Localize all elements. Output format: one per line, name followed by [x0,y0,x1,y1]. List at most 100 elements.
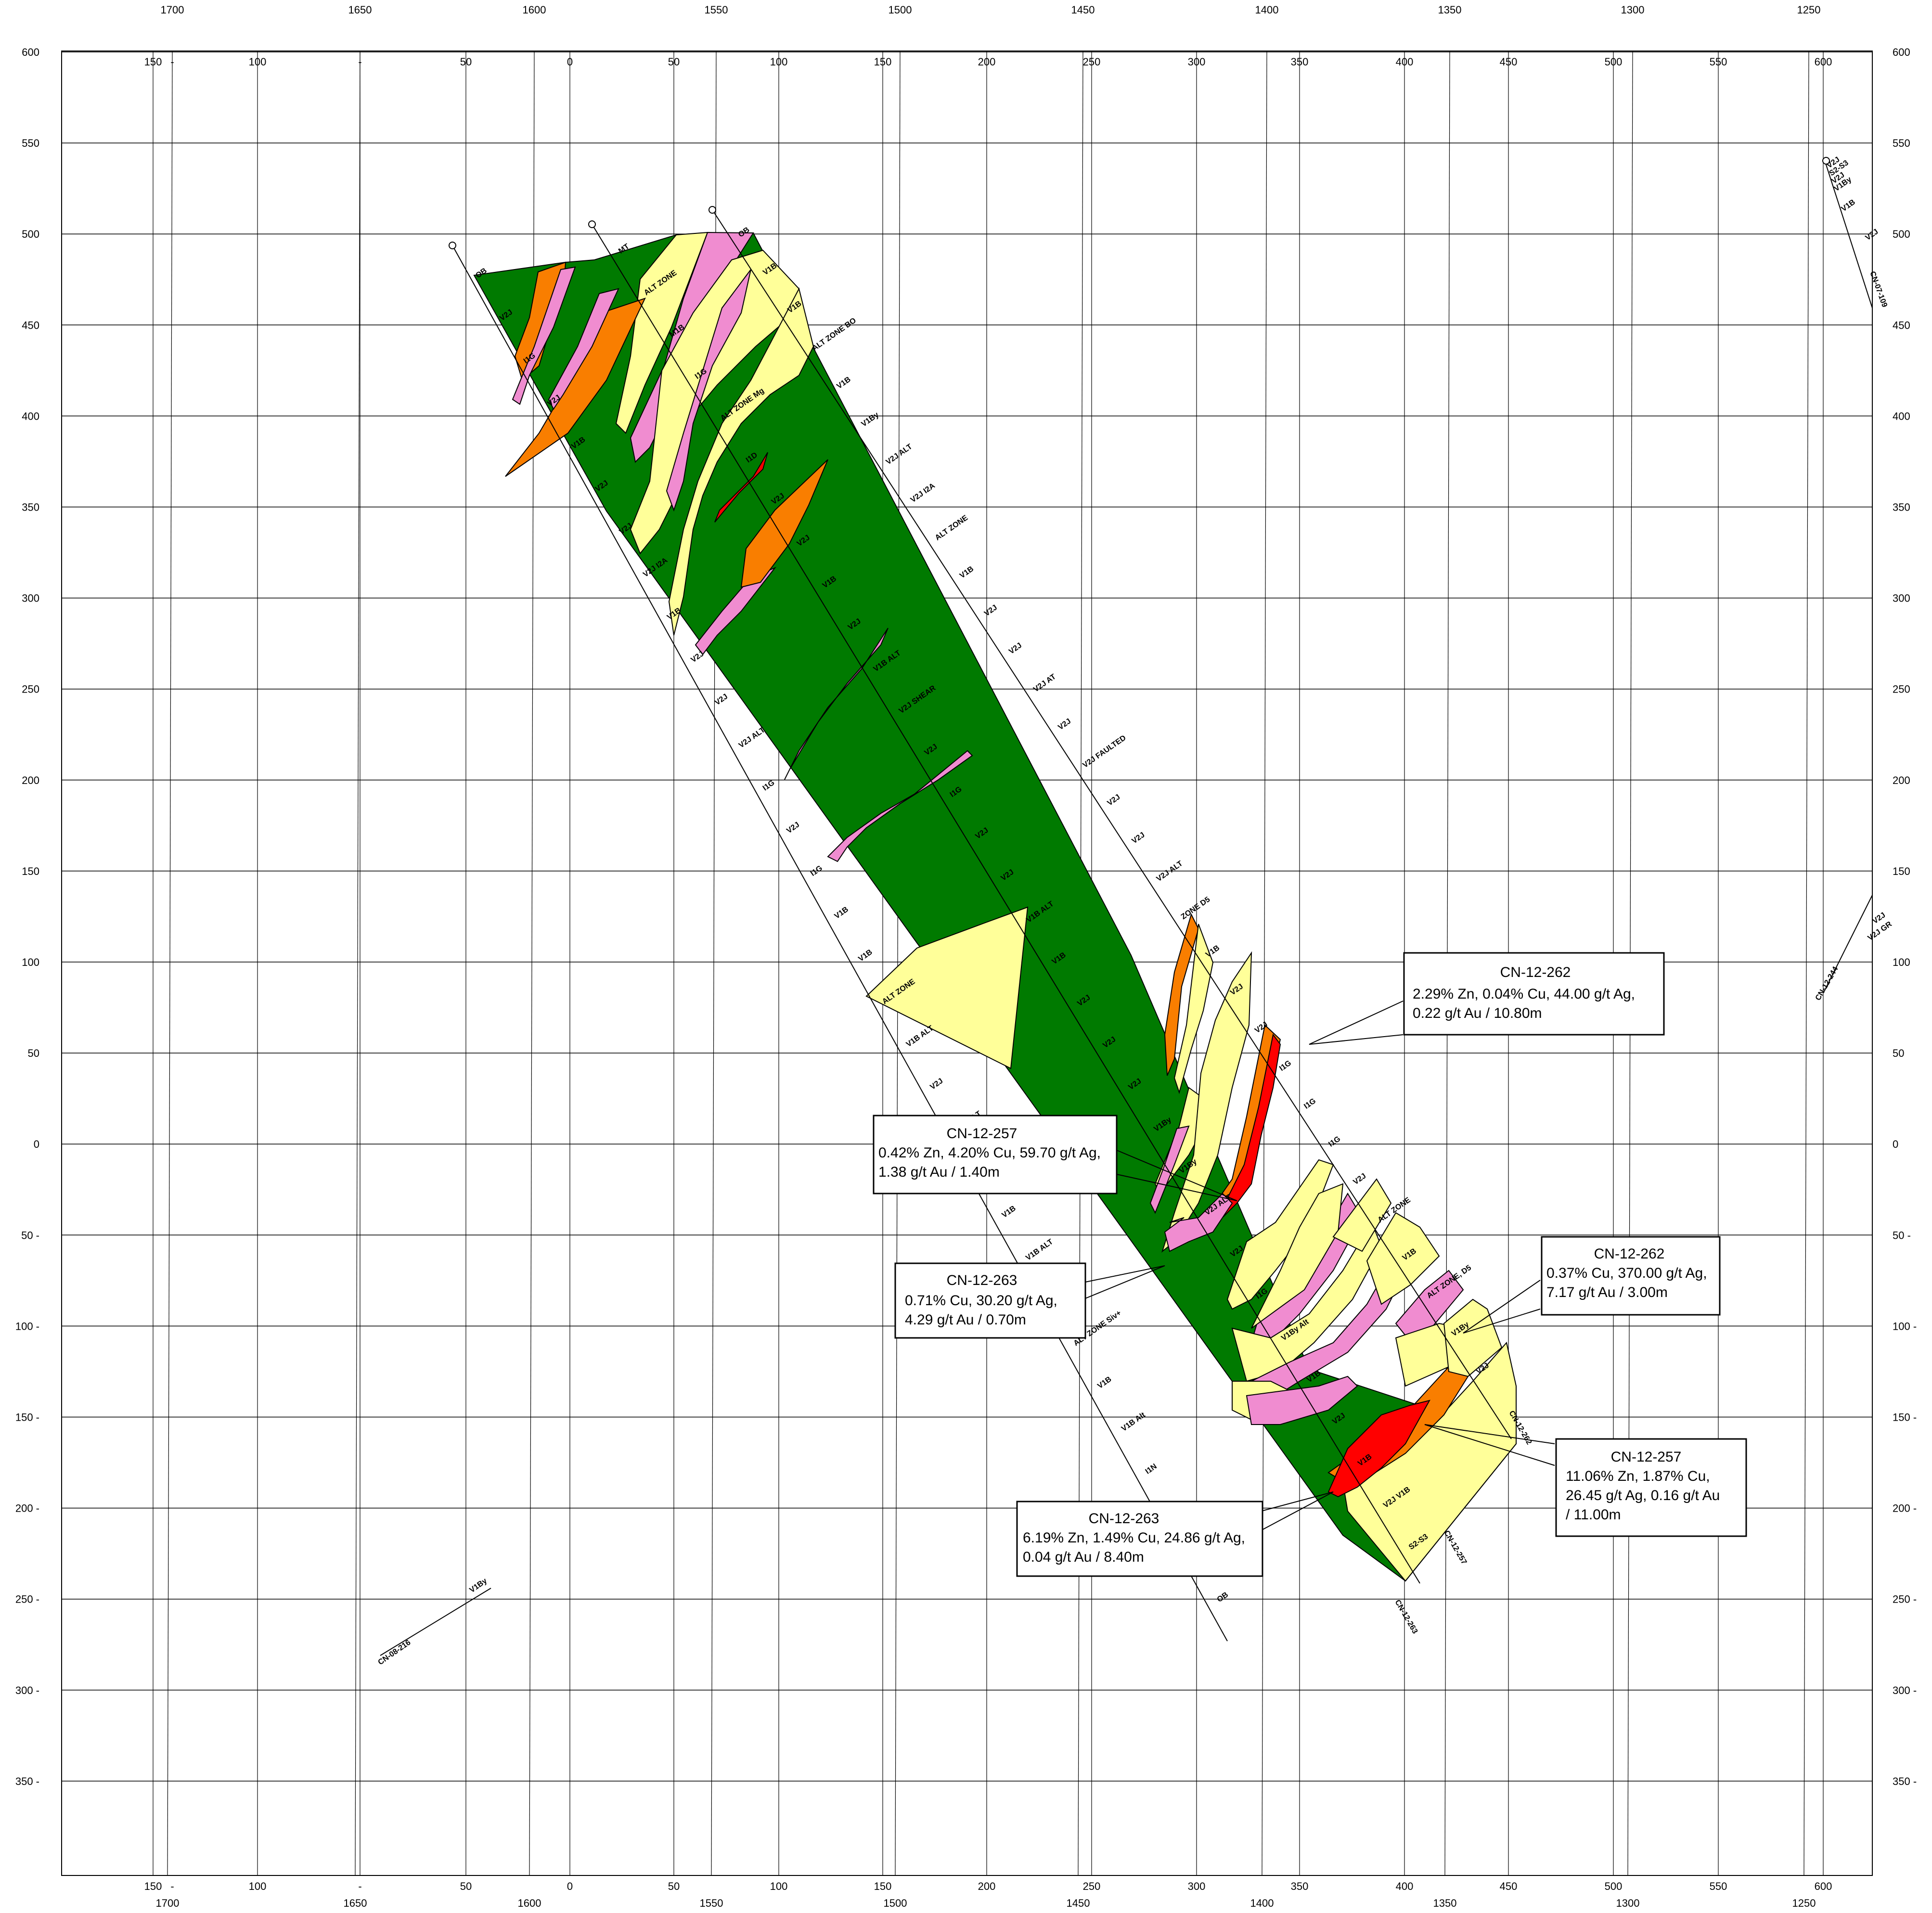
drillhole-trace-cn-12-263 [452,245,1228,1642]
elevation-label: 350 [1893,501,1910,514]
easting-label: 1650 [344,1897,367,1909]
unit-v2j-envelope [473,232,1517,1582]
elevation-label: 50 [28,1047,39,1059]
unit-massive-red-upper [714,452,768,523]
distance-label: 500 [1605,1880,1623,1892]
top-axis: 150-100-50 0 50 100 150 200 250 300 350 400 450 500… [144,4,1832,68]
callout-leader [1116,1150,1237,1201]
callout-box-5: CN-12-257 11.06% Zn, 1.87% Cu, 26.45 g/t… [1555,1438,1747,1537]
callout-line: 1.38 g/t Au / 1.40m [878,1164,1000,1180]
unit-i1g-dyke-2 [827,750,973,862]
assay-callouts [1082,1001,1555,1531]
distance-label: - [170,56,174,68]
callout-line: / 11.00m [1566,1507,1621,1523]
distance-label: 100 [249,1880,267,1892]
distance-label: 200 [978,56,996,68]
distance-label: 100 [770,1880,788,1892]
collar-marker-cn-07-109 [1822,157,1830,165]
drillhole-traces [380,158,1873,1656]
unit-label: V1B [958,565,975,580]
elevation-label: 300 [1893,592,1910,604]
distance-label: 150 [874,56,892,68]
unit-yellow-lower-8 [1366,1212,1440,1305]
elevation-label: 400 [22,410,39,422]
plot-frame [61,51,1873,1876]
distance-label: 200 [978,1880,996,1892]
drillhole-id-label: CN-08-216 [377,1638,412,1667]
easting-label: 1550 [700,1897,723,1909]
distance-label: 250 [1083,56,1101,68]
grid-line-easting [355,51,361,1876]
distance-label: 50 [460,56,472,68]
elevation-label: 100 [22,956,39,968]
distance-label: 450 [1500,1880,1518,1892]
unit-label: I1G [1327,1135,1342,1149]
distance-label: 0 [567,1880,573,1892]
distance-label: 0 [567,56,573,68]
callout-leader [1309,1001,1404,1045]
elevation-label: 450 [1893,319,1910,331]
callout-title: CN-12-263 [947,1272,1018,1288]
callout-leader [1261,1491,1334,1531]
callout-box-2: CN-12-257 0.42% Zn, 4.20% Cu, 59.70 g/t … [873,1115,1118,1194]
distance-label: - [358,56,361,68]
unit-label: V1B Alt [1120,1411,1147,1433]
unit-i1g-lower-7 [1246,1375,1358,1425]
unit-label: I1G [761,779,776,793]
distance-label: - [358,1880,361,1892]
callout-line: 4.29 g/t Au / 0.70m [905,1312,1026,1328]
callout-title: CN-12-257 [947,1126,1018,1142]
collar-marker-cn-12-257 [588,220,596,228]
easting-label: 1300 [1621,4,1645,16]
unit-i1g-band-2 [512,266,576,405]
unit-label: V1B [1001,1204,1018,1220]
easting-label: 1600 [523,4,546,16]
callout-line: 0.71% Cu, 30.20 g/t Ag, [905,1293,1057,1309]
unit-label: V1B [1840,198,1857,213]
unit-label: V1B [857,948,874,963]
unit-label: V2J [1056,717,1072,732]
elevation-label: 250 - [15,1593,39,1605]
callout-line: 2.29% Zn, 0.04% Cu, 44.00 g/t Ag, [1413,986,1635,1002]
elevation-label: 100 - [1893,1320,1917,1332]
callout-title: CN-12-262 [1500,964,1571,980]
grid-line-easting [895,51,901,1876]
unit-label: V2J [928,1077,944,1091]
distance-label: 150 [874,1880,892,1892]
unit-label: V1B [1096,1375,1113,1390]
unit-label: I1N [1144,1462,1159,1476]
distance-label: 400 [1396,56,1414,68]
unit-label: V1By [860,411,881,428]
easting-label: 1650 [348,4,372,16]
unit-v1b-block [865,906,1029,1069]
unit-label: V2J [983,603,999,618]
drillhole-id-label: CN-07-109 [1868,270,1889,308]
distance-label: 550 [1710,1880,1727,1892]
unit-label: I1G [809,864,824,878]
callout-line: 0.37% Cu, 370.00 g/t Ag, [1546,1265,1707,1281]
unit-label: V2J AT [1032,673,1057,694]
callout-line: 0.42% Zn, 4.20% Cu, 59.70 g/t Ag, [878,1145,1101,1161]
elevation-label: 0 [1893,1138,1898,1150]
unit-massive-red-d5 [1203,1033,1281,1233]
easting-label: 1500 [889,4,912,16]
distance-label: 450 [1500,56,1518,68]
easting-label: 1350 [1433,1897,1457,1909]
elevation-label: 500 [22,228,39,240]
elevation-label: 150 - [1893,1412,1917,1424]
unit-label: V2J [713,693,729,707]
unit-label: V1B [835,375,852,391]
callout-line: 0.22 g/t Au / 10.80m [1413,1005,1542,1021]
unit-label: OB [1216,1591,1230,1604]
distance-label: 50 [668,1880,680,1892]
easting-label: 1700 [161,4,184,16]
elevation-label: 600 [22,46,39,58]
unit-label: ZONE D5 [1180,895,1212,921]
callout-line: 6.19% Zn, 1.49% Cu, 24.86 g/t Ag, [1023,1530,1245,1546]
distance-label: 600 [1815,56,1832,68]
callout-leader [1082,1265,1165,1300]
distance-label: 250 [1083,1880,1101,1892]
distance-label: 300 [1188,56,1206,68]
unit-alt-orange-lower-1 [1164,913,1199,1076]
